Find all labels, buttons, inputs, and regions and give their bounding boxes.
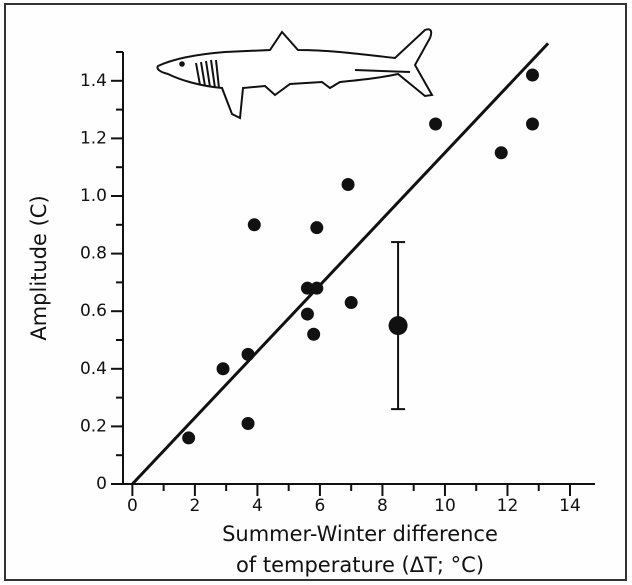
data-point — [216, 362, 230, 376]
x-tick-label: 12 — [497, 496, 519, 516]
data-point — [388, 316, 408, 336]
data-point — [241, 417, 255, 431]
x-tick-label: 10 — [434, 496, 456, 516]
y-tick-label: 0.4 — [80, 359, 107, 379]
x-tick-label: 4 — [252, 496, 263, 516]
y-tick-label: 1.4 — [80, 71, 107, 91]
data-point — [429, 117, 443, 131]
x-tick-label: 14 — [559, 496, 581, 516]
y-tick-label: 1.2 — [80, 128, 107, 148]
data-point — [241, 347, 255, 361]
y-tick-label: 1.0 — [80, 186, 107, 206]
data-point — [525, 117, 539, 131]
data-point — [300, 281, 314, 295]
data-point — [307, 327, 321, 341]
data-point — [182, 431, 196, 445]
y-tick-label: 0 — [96, 474, 107, 494]
data-point — [525, 68, 539, 82]
data-point — [300, 307, 314, 321]
data-point — [344, 296, 358, 310]
x-axis-label: of temperature (ΔT; °C) — [236, 553, 484, 577]
y-axis-label: Amplitude (C) — [27, 195, 51, 340]
y-tick-label: 0.6 — [80, 301, 107, 321]
data-point — [247, 218, 261, 232]
x-axis-label: Summer-Winter difference — [222, 522, 498, 546]
shark-illustration — [156, 28, 434, 120]
y-tick-label: 0.2 — [80, 416, 107, 436]
data-point — [310, 221, 324, 235]
x-tick-label: 8 — [377, 496, 388, 516]
x-tick-label: 6 — [315, 496, 326, 516]
x-tick-label: 2 — [189, 496, 200, 516]
data-point — [341, 177, 355, 191]
fit-line — [131, 42, 550, 486]
x-tick-label: 0 — [127, 496, 138, 516]
data-point — [310, 281, 324, 295]
y-tick-label: 0.8 — [80, 244, 107, 264]
data-point — [494, 146, 508, 160]
